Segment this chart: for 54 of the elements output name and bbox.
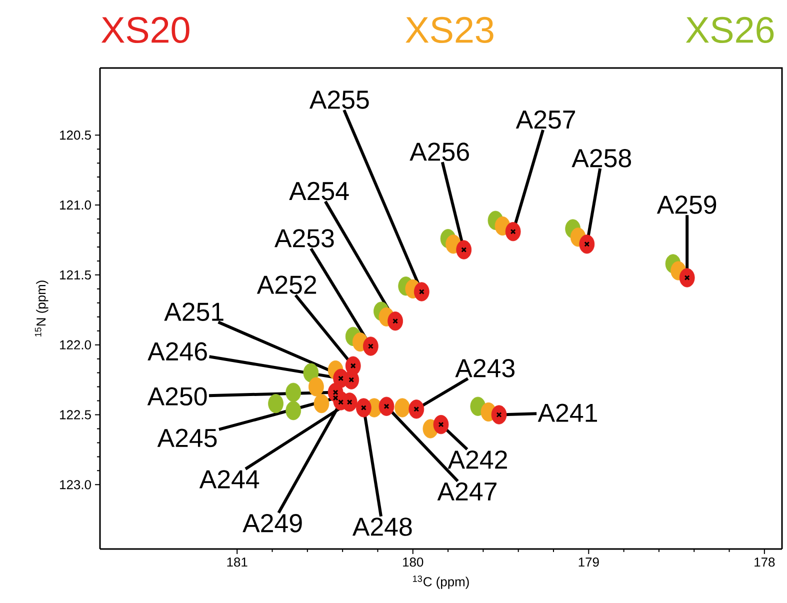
point <box>308 377 324 396</box>
y-tick-label: 121.0 <box>60 200 91 210</box>
point <box>362 336 378 356</box>
point <box>303 363 319 382</box>
annotation: A245 <box>157 428 217 448</box>
annotation: A247 <box>437 482 496 500</box>
point <box>433 414 449 434</box>
point <box>414 282 430 302</box>
y-tick-label: 121.5 <box>60 270 91 280</box>
annotation: A253 <box>274 229 334 248</box>
annotation: A258 <box>572 148 632 168</box>
annotation: A251 <box>164 302 224 321</box>
x-tick-label: 181 <box>227 558 248 567</box>
text: XS20 <box>101 16 190 44</box>
point <box>286 400 302 420</box>
annotation: A244 <box>199 470 260 488</box>
annotation: A254 <box>289 182 349 200</box>
point <box>491 405 507 424</box>
point <box>344 370 360 390</box>
annotation: A259 <box>656 196 716 214</box>
point <box>394 398 410 418</box>
annotation: A256 <box>410 142 469 161</box>
y-tick-label: 122.5 <box>60 410 91 420</box>
point <box>286 382 302 402</box>
point <box>579 234 595 254</box>
point <box>505 222 521 242</box>
x-axis-title: $^{13}$C (ppm) <box>413 576 469 589</box>
point <box>408 400 424 419</box>
x-tick-label: 180 <box>403 558 424 567</box>
point <box>378 396 394 416</box>
point <box>679 268 695 288</box>
point <box>356 398 372 418</box>
x-tick-label: 179 <box>578 558 599 567</box>
annotation: A255 <box>309 90 369 109</box>
point <box>314 394 330 414</box>
text: XS26 <box>686 16 774 44</box>
annotation: A248 <box>352 518 412 536</box>
y-axis-title: $^{15}$N (ppm) <box>34 280 48 336</box>
annotation: A246 <box>148 342 207 361</box>
annotation: A242 <box>448 450 507 469</box>
y-tick-label: 122.0 <box>60 340 91 350</box>
text: XS23 <box>406 16 494 44</box>
annotation: A249 <box>242 514 302 532</box>
y-tick-label: 123.0 <box>60 480 91 490</box>
annotation: A241 <box>538 404 597 422</box>
point <box>388 312 403 331</box>
point <box>456 240 472 260</box>
annotation: A252 <box>256 276 316 294</box>
annotation: A257 <box>516 110 576 129</box>
point <box>268 394 284 414</box>
x-tick-label: 178 <box>754 558 775 567</box>
annotation: A250 <box>147 387 207 406</box>
y-tick-label: 120.5 <box>60 130 91 140</box>
annotation: A243 <box>455 358 514 378</box>
